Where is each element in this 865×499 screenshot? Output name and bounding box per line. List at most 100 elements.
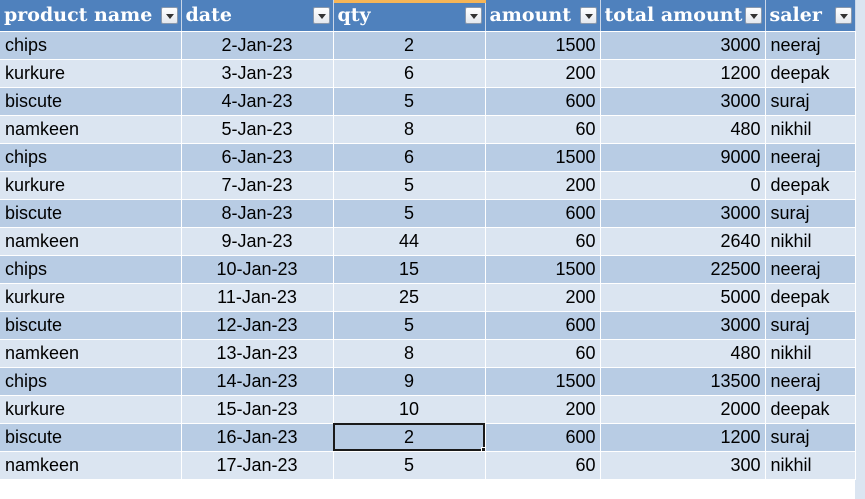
- cell-product-name[interactable]: chips: [0, 31, 182, 60]
- cell-product-name[interactable]: biscute: [0, 87, 182, 116]
- cell-date[interactable]: 17-Jan-23: [181, 451, 334, 480]
- cell-date[interactable]: 9-Jan-23: [181, 227, 334, 256]
- cell-saler[interactable]: deepak: [765, 395, 856, 424]
- cell-total-amount[interactable]: 300: [600, 451, 766, 480]
- cell-date[interactable]: 8-Jan-23: [181, 199, 334, 228]
- filter-dropdown-icon[interactable]: [312, 7, 330, 24]
- cell-saler[interactable]: nikhil: [765, 115, 856, 144]
- cell-date[interactable]: 10-Jan-23: [181, 255, 334, 284]
- cell-product-name[interactable]: biscute: [0, 311, 182, 340]
- cell-amount[interactable]: 1500: [485, 255, 601, 284]
- cell-saler[interactable]: suraj: [765, 87, 856, 116]
- cell-saler[interactable]: neeraj: [765, 255, 856, 284]
- cell-date[interactable]: 14-Jan-23: [181, 367, 334, 396]
- cell-saler[interactable]: suraj: [765, 311, 856, 340]
- cell-product-name[interactable]: chips: [0, 367, 182, 396]
- cell-amount[interactable]: 200: [485, 59, 601, 88]
- cell-saler[interactable]: neeraj: [765, 367, 856, 396]
- cell-qty[interactable]: 8: [333, 115, 486, 144]
- cell-qty[interactable]: 2: [333, 31, 486, 60]
- cell-qty[interactable]: 10: [333, 395, 486, 424]
- cell-amount[interactable]: 600: [485, 199, 601, 228]
- cell-total-amount[interactable]: 480: [600, 339, 766, 368]
- cell-product-name[interactable]: namkeen: [0, 227, 182, 256]
- cell-total-amount[interactable]: 1200: [600, 423, 766, 452]
- cell-date[interactable]: 3-Jan-23: [181, 59, 334, 88]
- cell-qty[interactable]: 44: [333, 227, 486, 256]
- cell-amount[interactable]: 200: [485, 395, 601, 424]
- cell-qty[interactable]: 6: [333, 143, 486, 172]
- cell-product-name[interactable]: namkeen: [0, 339, 182, 368]
- cell-qty[interactable]: 5: [333, 199, 486, 228]
- cell-total-amount[interactable]: 2640: [600, 227, 766, 256]
- filter-dropdown-icon[interactable]: [579, 7, 597, 24]
- cell-saler[interactable]: deepak: [765, 171, 856, 200]
- cell-amount[interactable]: 60: [485, 227, 601, 256]
- column-header-date[interactable]: date: [181, 0, 334, 32]
- cell-saler[interactable]: deepak: [765, 283, 856, 312]
- cell-amount[interactable]: 1500: [485, 143, 601, 172]
- cell-product-name[interactable]: namkeen: [0, 451, 182, 480]
- cell-date[interactable]: 13-Jan-23: [181, 339, 334, 368]
- cell-date[interactable]: 12-Jan-23: [181, 311, 334, 340]
- cell-saler[interactable]: neeraj: [765, 31, 856, 60]
- cell-total-amount[interactable]: 480: [600, 115, 766, 144]
- cell-amount[interactable]: 1500: [485, 31, 601, 60]
- cell-amount[interactable]: 200: [485, 171, 601, 200]
- cell-total-amount[interactable]: 1200: [600, 59, 766, 88]
- cell-qty[interactable]: 5: [333, 451, 486, 480]
- cell-total-amount[interactable]: 13500: [600, 367, 766, 396]
- cell-amount[interactable]: 600: [485, 87, 601, 116]
- cell-total-amount[interactable]: 2000: [600, 395, 766, 424]
- cell-amount[interactable]: 600: [485, 311, 601, 340]
- cell-qty[interactable]: 5: [333, 87, 486, 116]
- cell-qty[interactable]: 25: [333, 283, 486, 312]
- cell-total-amount[interactable]: 3000: [600, 31, 766, 60]
- column-header-total-amount[interactable]: total amount: [600, 0, 766, 32]
- cell-amount[interactable]: 60: [485, 115, 601, 144]
- cell-product-name[interactable]: kurkure: [0, 395, 182, 424]
- cell-saler[interactable]: deepak: [765, 59, 856, 88]
- cell-product-name[interactable]: biscute: [0, 199, 182, 228]
- filter-dropdown-icon[interactable]: [744, 7, 762, 24]
- cell-saler[interactable]: nikhil: [765, 339, 856, 368]
- cell-saler[interactable]: suraj: [765, 423, 856, 452]
- cell-product-name[interactable]: chips: [0, 143, 182, 172]
- cell-product-name[interactable]: kurkure: [0, 171, 182, 200]
- cell-date[interactable]: 2-Jan-23: [181, 31, 334, 60]
- cell-qty[interactable]: 6: [333, 59, 486, 88]
- cell-date[interactable]: 16-Jan-23: [181, 423, 334, 452]
- cell-date[interactable]: 11-Jan-23: [181, 283, 334, 312]
- cell-date[interactable]: 4-Jan-23: [181, 87, 334, 116]
- cell-qty[interactable]: 9: [333, 367, 486, 396]
- cell-saler[interactable]: neeraj: [765, 143, 856, 172]
- cell-total-amount[interactable]: 9000: [600, 143, 766, 172]
- cell-amount[interactable]: 600: [485, 423, 601, 452]
- cell-product-name[interactable]: chips: [0, 255, 182, 284]
- cell-total-amount[interactable]: 22500: [600, 255, 766, 284]
- cell-amount[interactable]: 1500: [485, 367, 601, 396]
- cell-saler[interactable]: nikhil: [765, 227, 856, 256]
- cell-product-name[interactable]: kurkure: [0, 59, 182, 88]
- cell-product-name[interactable]: biscute: [0, 423, 182, 452]
- cell-saler[interactable]: suraj: [765, 199, 856, 228]
- column-header-qty[interactable]: qty: [333, 0, 486, 32]
- cell-date[interactable]: 15-Jan-23: [181, 395, 334, 424]
- cell-qty[interactable]: 5: [333, 171, 486, 200]
- cell-saler[interactable]: nikhil: [765, 451, 856, 480]
- cell-total-amount[interactable]: 0: [600, 171, 766, 200]
- cell-total-amount[interactable]: 3000: [600, 311, 766, 340]
- column-header-product-name[interactable]: product name: [0, 0, 182, 32]
- cell-product-name[interactable]: kurkure: [0, 283, 182, 312]
- column-header-amount[interactable]: amount: [485, 0, 601, 32]
- filter-dropdown-icon[interactable]: [160, 7, 178, 24]
- cell-amount[interactable]: 200: [485, 283, 601, 312]
- cell-amount[interactable]: 60: [485, 339, 601, 368]
- cell-qty[interactable]: 5: [333, 311, 486, 340]
- cell-date[interactable]: 6-Jan-23: [181, 143, 334, 172]
- cell-product-name[interactable]: namkeen: [0, 115, 182, 144]
- filter-dropdown-icon[interactable]: [464, 7, 482, 24]
- cell-amount[interactable]: 60: [485, 451, 601, 480]
- cell-qty[interactable]: 15: [333, 255, 486, 284]
- selected-cell[interactable]: 2: [333, 423, 486, 452]
